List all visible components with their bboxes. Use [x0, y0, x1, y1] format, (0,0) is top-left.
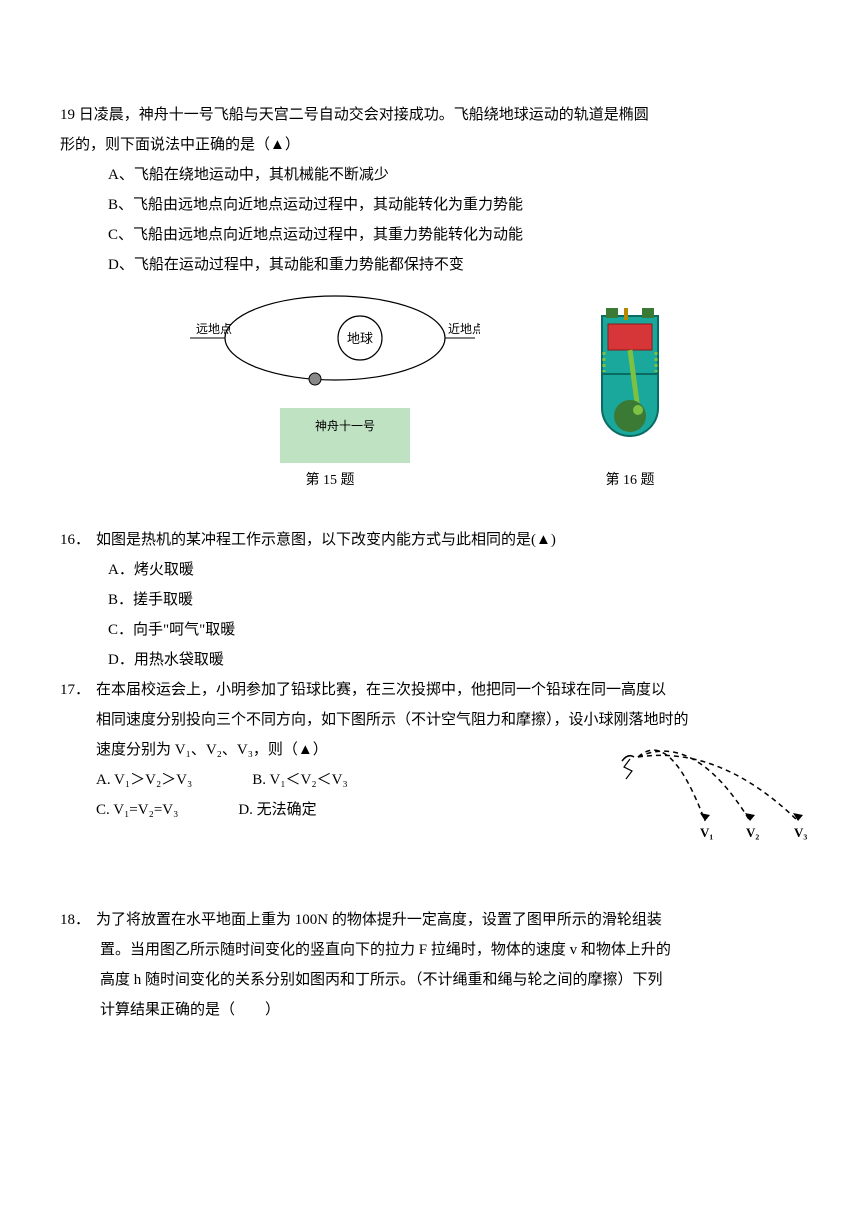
orbit-diagram: 地球 远地点 近地点	[180, 288, 480, 408]
q15-intro-line2: 形的，则下面说法中正确的是（▲）	[60, 130, 800, 160]
q18-line3: 高度 h 随时间变化的关系分别如图丙和丁所示。（不计绳重和绳与轮之间的摩擦）下列	[60, 965, 800, 995]
q16-caption: 第 16 题	[580, 467, 680, 495]
q15-option-d: D、飞船在运动过程中，其动能和重力势能都保持不变	[60, 250, 800, 280]
figures-row-15-16: 地球 远地点 近地点 神舟十一号 第 15 题	[60, 288, 800, 495]
q15-intro-line1: 19 日凌晨，神舟十一号飞船与天宫二号自动交会对接成功。飞船绕地球运动的轨道是椭…	[60, 100, 800, 130]
q16-option-b: B．搓手取暖	[60, 585, 800, 615]
q16-option-a: A．烤火取暖	[60, 555, 800, 585]
q16-option-c: C．向手"呵气"取暖	[60, 615, 800, 645]
q16-option-d: D．用热水袋取暖	[60, 645, 800, 675]
trajectory-diagram: V₁ V₂ V₃	[610, 703, 820, 843]
q15-figure: 地球 远地点 近地点 神舟十一号 第 15 题	[180, 288, 480, 495]
v3-label: V₃	[794, 825, 807, 840]
q15-option-b: B、飞船由远地点向近地点运动过程中，其动能转化为重力势能	[60, 190, 800, 220]
q18-line1: 为了将放置在水平地面上重为 100N 的物体提升一定高度，设置了图甲所示的滑轮组…	[96, 905, 800, 935]
earth-label: 地球	[347, 331, 373, 346]
q16-number: 16．	[60, 525, 96, 555]
q16-text: 如图是热机的某冲程工作示意图，以下改变内能方式与此相同的是(▲)	[96, 525, 800, 555]
q17-line1: 在本届校运会上，小明参加了铅球比赛，在三次投掷中，他把同一个铅球在同一高度以	[96, 675, 800, 705]
q17-option-a: A. V₁＞V₂＞V₃	[96, 765, 192, 795]
v2-label: V₂	[746, 825, 759, 840]
q17-block: 17． 在本届校运会上，小明参加了铅球比赛，在三次投掷中，他把同一个铅球在同一高…	[60, 675, 800, 825]
q15-caption: 第 15 题	[180, 467, 480, 495]
q16-figure: 第 16 题	[580, 308, 680, 495]
far-point-label: 远地点	[196, 322, 232, 336]
near-point-label: 近地点	[448, 322, 480, 336]
q17-option-d: D. 无法确定	[238, 795, 316, 825]
q17-option-b: B. V₁＜V₂＜V₃	[252, 765, 347, 795]
engine-diagram	[580, 308, 680, 463]
ship-label: 神舟十一号	[315, 414, 375, 438]
q18-line4: 计算结果正确的是（ ）	[60, 995, 800, 1025]
q17-number: 17．	[60, 675, 96, 705]
v1-label: V₁	[700, 825, 713, 840]
q18-line2: 置。当用图乙所示随时间变化的竖直向下的拉力 F 拉绳时，物体的速度 v 和物体上…	[60, 935, 800, 965]
q17-option-c: C. V₁=V₂=V₃	[96, 795, 178, 825]
q18-number: 18．	[60, 905, 96, 935]
q16-heading: 16． 如图是热机的某冲程工作示意图，以下改变内能方式与此相同的是(▲)	[60, 525, 800, 555]
q15-option-c: C、飞船由远地点向近地点运动过程中，其重力势能转化为动能	[60, 220, 800, 250]
ship-label-block: 神舟十一号	[280, 408, 410, 463]
q18-heading: 18． 为了将放置在水平地面上重为 100N 的物体提升一定高度，设置了图甲所示…	[60, 905, 800, 935]
q15-option-a: A、飞船在绕地运动中，其机械能不断减少	[60, 160, 800, 190]
